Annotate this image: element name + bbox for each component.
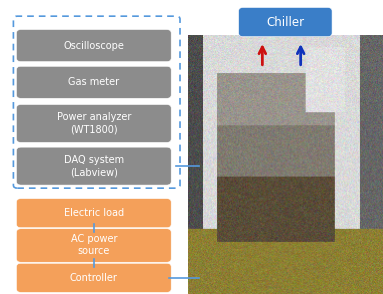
Text: Oscilloscope: Oscilloscope [64,41,124,51]
FancyBboxPatch shape [16,30,171,62]
Text: Controller: Controller [70,273,118,283]
FancyBboxPatch shape [16,105,171,143]
Text: Chiller: Chiller [266,16,304,29]
Text: DAQ system
(Labview): DAQ system (Labview) [64,155,124,177]
Text: AC power
source: AC power source [70,235,117,256]
Text: Gas meter: Gas meter [68,77,119,87]
FancyBboxPatch shape [239,8,332,37]
Text: Electric load: Electric load [64,208,124,218]
FancyBboxPatch shape [16,199,171,228]
FancyBboxPatch shape [16,263,171,292]
FancyBboxPatch shape [16,229,171,262]
FancyBboxPatch shape [16,147,171,185]
FancyBboxPatch shape [16,66,171,98]
Text: Power analyzer
(WT1800): Power analyzer (WT1800) [57,113,131,134]
